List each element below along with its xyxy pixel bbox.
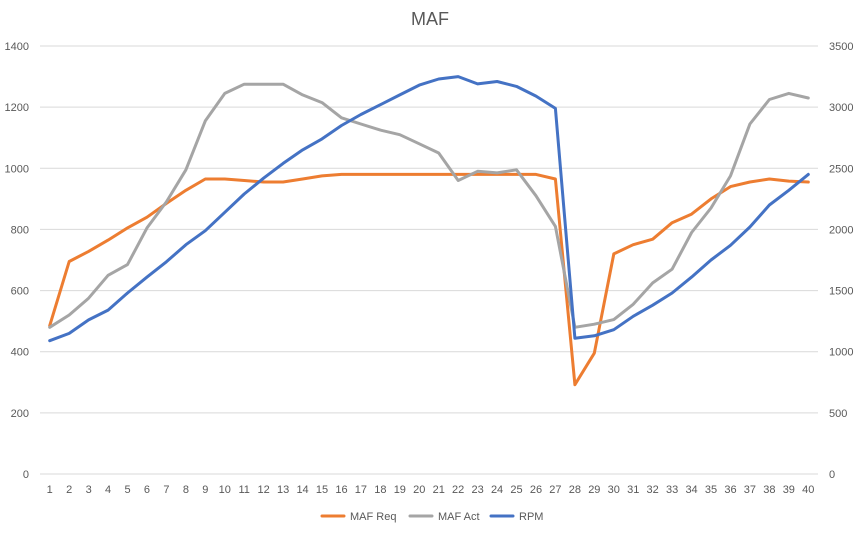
legend-label-maf-act: MAF Act	[438, 511, 480, 523]
right-axis: 0 500 1000 1500 2000 2500 3000 3500	[829, 41, 853, 481]
x-axis-tick-label: 18	[374, 484, 386, 496]
x-axis-tick-label: 29	[588, 484, 600, 496]
legend-label-rpm: RPM	[519, 511, 543, 523]
legend-label-maf-req: MAF Req	[350, 511, 396, 523]
x-axis-tick-label: 2	[66, 484, 72, 496]
right-axis-tick-label: 0	[829, 469, 835, 481]
left-axis-tick-label: 600	[11, 286, 29, 298]
x-axis-tick-label: 35	[705, 484, 717, 496]
x-axis-tick-label: 40	[802, 484, 814, 496]
right-axis-tick-label: 1500	[829, 286, 853, 298]
right-axis-tick-label: 2000	[829, 224, 853, 236]
x-axis-tick-label: 16	[335, 484, 347, 496]
x-axis-tick-label: 15	[316, 484, 328, 496]
x-axis-tick-label: 30	[608, 484, 620, 496]
x-axis-tick-label: 17	[355, 484, 367, 496]
right-axis-tick-label: 2500	[829, 163, 853, 175]
left-axis-tick-label: 1200	[5, 102, 29, 114]
x-axis-tick-label: 32	[647, 484, 659, 496]
x-axis-tick-label: 13	[277, 484, 289, 496]
x-axis-tick-label: 28	[569, 484, 581, 496]
right-axis-tick-label: 1000	[829, 347, 853, 359]
x-axis-tick-label: 34	[685, 484, 697, 496]
x-axis-tick-label: 3	[86, 484, 92, 496]
x-axis-tick-label: 21	[433, 484, 445, 496]
x-axis-tick-label: 9	[202, 484, 208, 496]
series-line-maf-act	[48, 82, 810, 329]
x-axis-tick-label: 36	[724, 484, 736, 496]
x-axis-tick-label: 24	[491, 484, 503, 496]
x-axis-tick-label: 27	[549, 484, 561, 496]
x-axis-tick-label: 1	[47, 484, 53, 496]
x-axis-tick-label: 39	[783, 484, 795, 496]
left-axis-tick-label: 1000	[5, 163, 29, 175]
x-axis-tick-label: 37	[744, 484, 756, 496]
x-axis-tick-label: 14	[296, 484, 308, 496]
series-lines	[48, 75, 810, 387]
x-axis-tick-label: 38	[763, 484, 775, 496]
right-axis-tick-label: 500	[829, 408, 847, 420]
right-axis-tick-label: 3500	[829, 41, 853, 53]
x-axis-tick-label: 8	[183, 484, 189, 496]
left-axis-tick-label: 1400	[5, 41, 29, 53]
x-axis-tick-label: 6	[144, 484, 150, 496]
x-axis-tick-label: 25	[510, 484, 522, 496]
left-axis: 0 200 400 600 800 1000 1200 1400	[5, 41, 29, 481]
chart-title: MAF	[411, 9, 449, 29]
series-line-maf-req	[48, 172, 810, 387]
x-axis-tick-label: 7	[163, 484, 169, 496]
x-axis: 1 2 3 4 5 6 7 8 9 10 11 12 13 14 15 16 17 18 19 20 21 22 23 24 2…	[47, 484, 815, 496]
x-axis-tick-label: 20	[413, 484, 425, 496]
series-line-rpm	[48, 75, 810, 343]
x-axis-tick-label: 22	[452, 484, 464, 496]
gridlines	[40, 45, 818, 475]
x-axis-tick-label: 4	[105, 484, 111, 496]
left-axis-tick-label: 400	[11, 347, 29, 359]
legend: MAF Req MAF Act RPM	[320, 511, 543, 523]
x-axis-tick-label: 12	[258, 484, 270, 496]
x-axis-tick-label: 23	[472, 484, 484, 496]
x-axis-tick-label: 19	[394, 484, 406, 496]
x-axis-tick-label: 10	[219, 484, 231, 496]
left-axis-tick-label: 200	[11, 408, 29, 420]
x-axis-tick-label: 31	[627, 484, 639, 496]
x-axis-tick-label: 33	[666, 484, 678, 496]
x-axis-tick-label: 11	[239, 484, 250, 496]
x-axis-tick-label: 26	[530, 484, 542, 496]
left-axis-tick-label: 800	[11, 224, 29, 236]
right-axis-tick-label: 3000	[829, 102, 853, 114]
x-axis-tick-label: 5	[124, 484, 130, 496]
left-axis-tick-label: 0	[23, 469, 29, 481]
